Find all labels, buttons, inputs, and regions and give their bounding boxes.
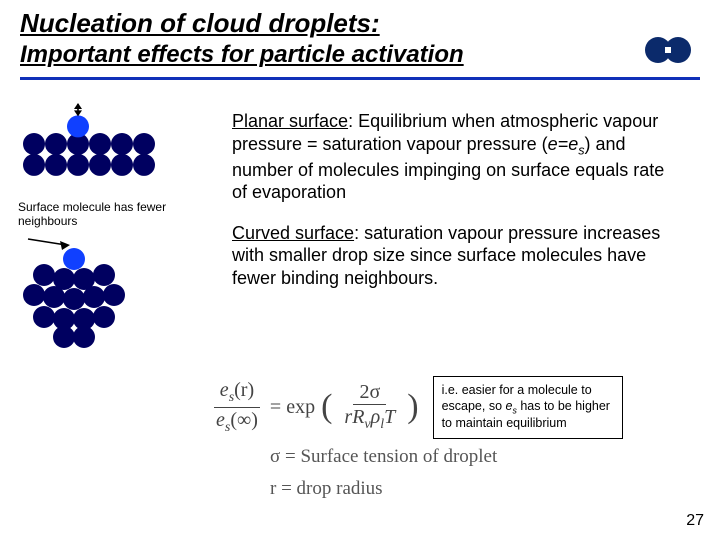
diagram-caption: Surface molecule has fewer neighbours — [18, 200, 218, 229]
planar-e: e=e — [548, 134, 579, 154]
f-rR: rR — [344, 406, 364, 428]
curved-lead: Curved surface — [232, 223, 354, 243]
f-close: ) — [407, 388, 418, 426]
left-column: Surface molecule has fewer neighbours — [18, 102, 218, 355]
curved-surface-diagram — [18, 235, 158, 355]
f-e2: e — [216, 409, 225, 431]
kelvin-equation: es(r) es(∞) = exp ( 2σ rRvρlT ) — [210, 378, 419, 437]
slide-subtitle: Important effects for particle activatio… — [20, 41, 700, 69]
f-e1: e — [220, 379, 229, 401]
sigma-definition: σ = Surface tension of droplet — [270, 446, 497, 468]
right-column: Planar surface: Equilibrium when atmosph… — [232, 110, 682, 307]
f-open: ( — [321, 388, 332, 426]
f-rhs-num: 2σ — [353, 380, 386, 405]
note-box: i.e. easier for a molecule to escape, so… — [433, 376, 623, 439]
f-arg1: (r) — [234, 379, 254, 401]
page-number: 27 — [686, 512, 704, 530]
org-logo-icon — [640, 34, 696, 66]
slide-body: Surface molecule has fewer neighbours Pl… — [0, 86, 720, 540]
header-rule — [20, 77, 700, 80]
f-T: T — [384, 406, 395, 428]
slide-title: Nucleation of cloud droplets: — [20, 8, 700, 39]
r-definition: r = drop radius — [270, 478, 383, 500]
planar-paragraph: Planar surface: Equilibrium when atmosph… — [232, 110, 682, 204]
planar-surface-diagram — [18, 102, 198, 188]
planar-lead: Planar surface — [232, 111, 348, 131]
formula-row: es(r) es(∞) = exp ( 2σ rRvρlT ) i.e. eas… — [210, 376, 710, 439]
curved-paragraph: Curved surface: saturation vapour pressu… — [232, 222, 682, 290]
f-eq: = exp — [270, 396, 315, 419]
f-rho: ρ — [371, 406, 381, 428]
f-arg2: (∞) — [230, 409, 258, 431]
